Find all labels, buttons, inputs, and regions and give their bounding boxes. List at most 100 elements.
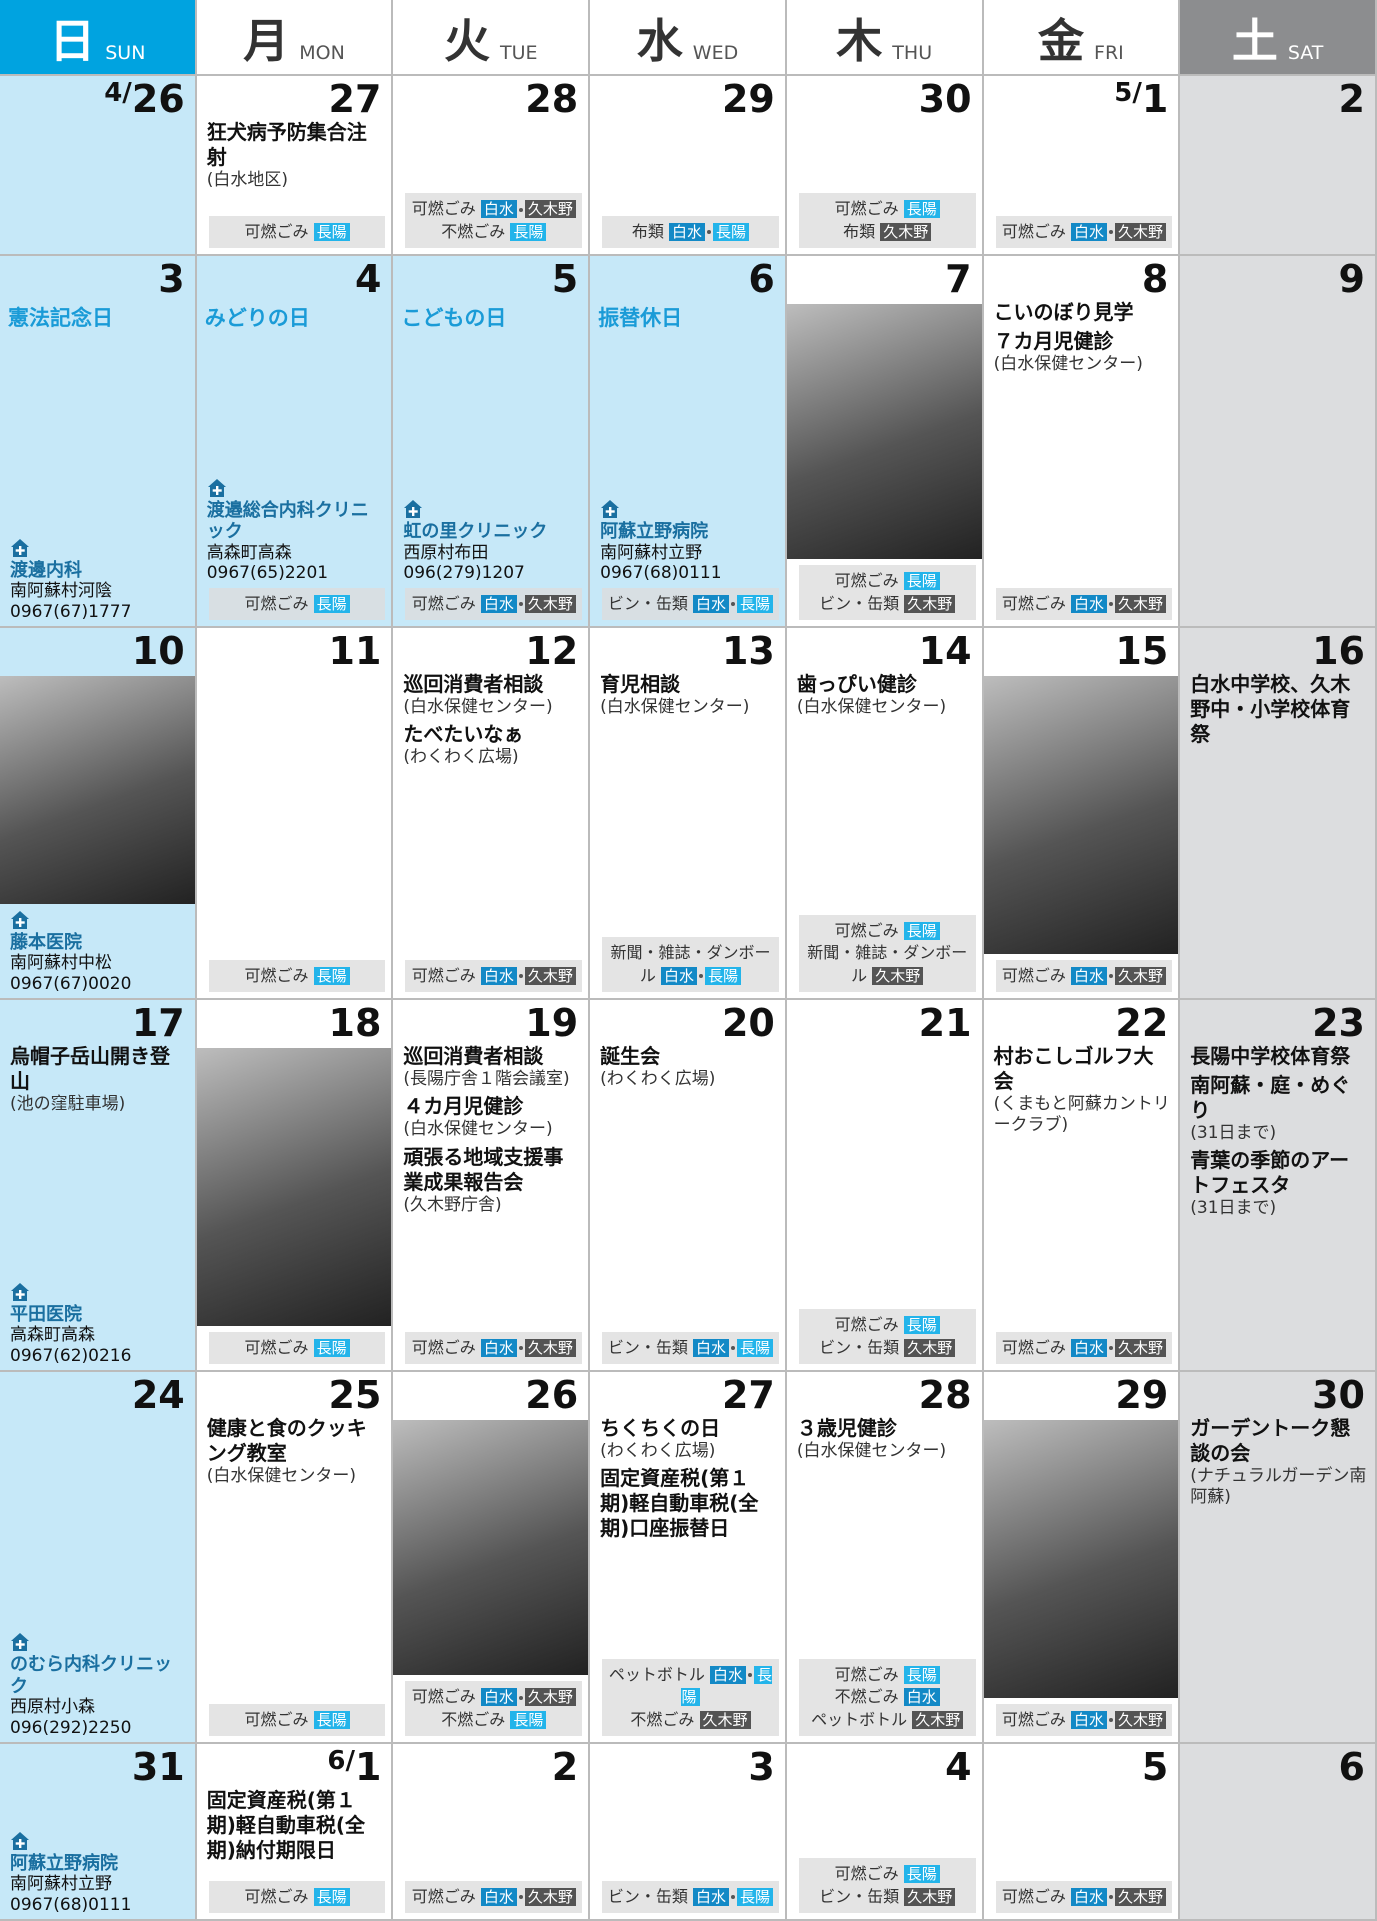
clinic-phone: 0967(68)0111 <box>10 1894 132 1915</box>
garbage-box: 可燃ごみ 長陽 <box>208 959 386 992</box>
clinic-name: 阿蘇立野病院 <box>10 1852 118 1874</box>
event: 頑張る地域支援事業成果報告会 (久木野庁舎) <box>393 1143 588 1218</box>
garbage-line: ペットボトル 白水 長陽 <box>604 1664 777 1709</box>
garbage-line: 不燃ごみ 長陽 <box>407 1709 580 1731</box>
spacer <box>197 336 392 478</box>
clinic-phone: 0967(65)2201 <box>206 563 329 584</box>
clinic-icon <box>11 1633 29 1652</box>
day-cell: 4 みどりの日 渡邉総合内科クリニック 高森町高森 0967(65)2201 可燃ごみ 長… <box>196 256 394 628</box>
garbage-item: 可燃ごみ <box>411 593 476 613</box>
garbage-line: 可燃ごみ 長陽 <box>211 1709 384 1731</box>
event-note: (池の窪駐車場) <box>10 1094 126 1114</box>
garbage-box: 可燃ごみ 白水 久木野 <box>405 587 583 620</box>
day: 12 <box>525 629 579 673</box>
day-cell: 12 巡回消費者相談 (白水保健センター) たべたいなぁ (わくわく広場) 可燃ごみ 白水… <box>393 628 591 1000</box>
event-title: たべたいなぁ <box>403 722 524 747</box>
spacer <box>590 1543 785 1659</box>
weekday-kanji: 木 <box>836 14 883 68</box>
garbage-box: 可燃ごみ 長陽 不燃ごみ 白水 ペットボトル 久木野 <box>798 1658 976 1736</box>
spacer <box>590 118 785 216</box>
day: 4 <box>354 257 382 301</box>
area-tag: 白水 <box>1070 1710 1107 1729</box>
area-tag: 白水 <box>480 1338 517 1357</box>
weekday-kanji: 土 <box>1231 14 1278 68</box>
day: 18 <box>328 1001 382 1045</box>
garbage-line: 可燃ごみ 白水 久木野 <box>407 1886 580 1908</box>
area-tag: 長陽 <box>737 1887 774 1906</box>
area-tag: 白水 <box>669 222 706 241</box>
spacer <box>1180 749 1375 998</box>
area-tag: 久木野 <box>880 222 932 241</box>
event: 育児相談 (白水保健センター) <box>590 670 785 720</box>
day-cell: 4 可燃ごみ 長陽 ビン・缶類 久木野 <box>786 1744 984 1921</box>
garbage-item: 可燃ごみ <box>411 199 476 219</box>
day-cell: 3 ビン・缶類 白水 長陽 <box>590 1744 787 1921</box>
garbage-item: 不燃ごみ <box>834 1687 899 1707</box>
area-tag: 長陽 <box>737 1338 774 1357</box>
event-note: (わくわく広場) <box>600 1069 716 1089</box>
date: 11 <box>197 628 392 670</box>
garbage-box: 可燃ごみ 白水 久木野 <box>405 1880 583 1913</box>
area-tag: 久木野 <box>699 1710 751 1729</box>
event: 烏帽子岳山開き登山 (池の窪駐車場) <box>0 1042 195 1117</box>
date: 4/26 <box>0 76 195 118</box>
event-note: (白水保健センター) <box>600 697 750 717</box>
weekday-kanji: 水 <box>636 14 683 68</box>
garbage-line: 可燃ごみ 白水 久木野 <box>998 1337 1171 1359</box>
date: 9 <box>1180 256 1375 298</box>
garbage-item: 可燃ごみ <box>834 1315 899 1335</box>
clinic-icon <box>11 1831 29 1850</box>
area-tag: 白水 <box>661 966 698 985</box>
clinic-icon <box>11 1282 29 1301</box>
area-tag: 久木野 <box>1114 1710 1166 1729</box>
date: 31 <box>0 1744 195 1786</box>
day-cell: 15 可燃ごみ 白水 久木野 <box>983 628 1181 1000</box>
garbage-box: 可燃ごみ 長陽 <box>208 1703 386 1736</box>
garbage-box: 可燃ごみ 白水 久木野 <box>995 215 1173 248</box>
area-tag: 長陽 <box>903 1665 940 1684</box>
weekday-english: SUN <box>105 42 146 64</box>
event: 固定資産税(第１期)軽自動車税(全期)納付期限日 <box>197 1786 392 1865</box>
garbage-line: 可燃ごみ 白水 久木野 <box>407 1686 580 1708</box>
event: 歯っぴい健診 (白水保健センター) <box>787 670 982 720</box>
date: 3 <box>590 1744 785 1786</box>
date: 4 <box>787 1744 982 1786</box>
date: 7 <box>787 256 982 298</box>
day-cell: 28 可燃ごみ 白水 久木野 不燃ごみ 長陽 <box>393 76 591 256</box>
clinic: 虹の里クリニック 西原村布田 096(279)1207 <box>393 499 588 587</box>
clinic-icon <box>601 500 620 519</box>
clinic-name: 平田医院 <box>10 1303 82 1325</box>
clinic-phone: 096(279)1207 <box>403 563 525 584</box>
day-cell: 5/1 可燃ごみ 白水 久木野 <box>983 76 1181 256</box>
garbage-item: 可燃ごみ <box>834 920 899 940</box>
spacer <box>787 1464 982 1659</box>
clinic-name: 阿蘇立野病院 <box>600 521 709 543</box>
day: 22 <box>1115 1001 1169 1045</box>
event: 南阿蘇・庭・めぐり (31日まで) <box>1180 1071 1375 1146</box>
day-cell: 27 ちくちくの日 (わくわく広場) 固定資産税(第１期)軽自動車税(全期)口座振替日… <box>590 1372 787 1744</box>
area-tag: 長陽 <box>903 1865 940 1884</box>
area-tag: 長陽 <box>903 572 940 591</box>
garbage-line: 可燃ごみ 白水 久木野 <box>998 1709 1171 1731</box>
area-tag: 長陽 <box>903 921 940 940</box>
photo <box>393 1420 589 1676</box>
area-tag: 白水 <box>480 200 517 219</box>
clinic-name: 藤本医院 <box>10 931 82 953</box>
event-title: ７カ月児健診 <box>993 329 1114 353</box>
event: こいのぼり見学 <box>984 298 1179 327</box>
garbage-item: ビン・缶類 <box>607 1337 688 1357</box>
event-title: 育児相談 <box>600 672 681 696</box>
clinic-address: 西原村小森 <box>10 1697 95 1718</box>
garbage-box: 可燃ごみ 白水 久木野 <box>995 1703 1173 1736</box>
clinic-name: のむら内科クリニック <box>10 1654 172 1697</box>
clinic-phone: 0967(67)1777 <box>10 601 132 622</box>
spacer <box>984 1786 1179 1881</box>
day: 26 <box>525 1373 579 1417</box>
weekday-header: 火 TUE <box>393 0 591 76</box>
garbage-box: 可燃ごみ 白水 久木野 <box>995 1331 1173 1364</box>
day: 10 <box>131 629 185 673</box>
day-cell: 4/26 <box>0 76 197 256</box>
event-title: 白水中学校、久木野中・小学校体育祭 <box>1190 672 1351 746</box>
event-title: ４カ月児健診 <box>403 1094 524 1119</box>
month: 6/ <box>327 1746 355 1776</box>
